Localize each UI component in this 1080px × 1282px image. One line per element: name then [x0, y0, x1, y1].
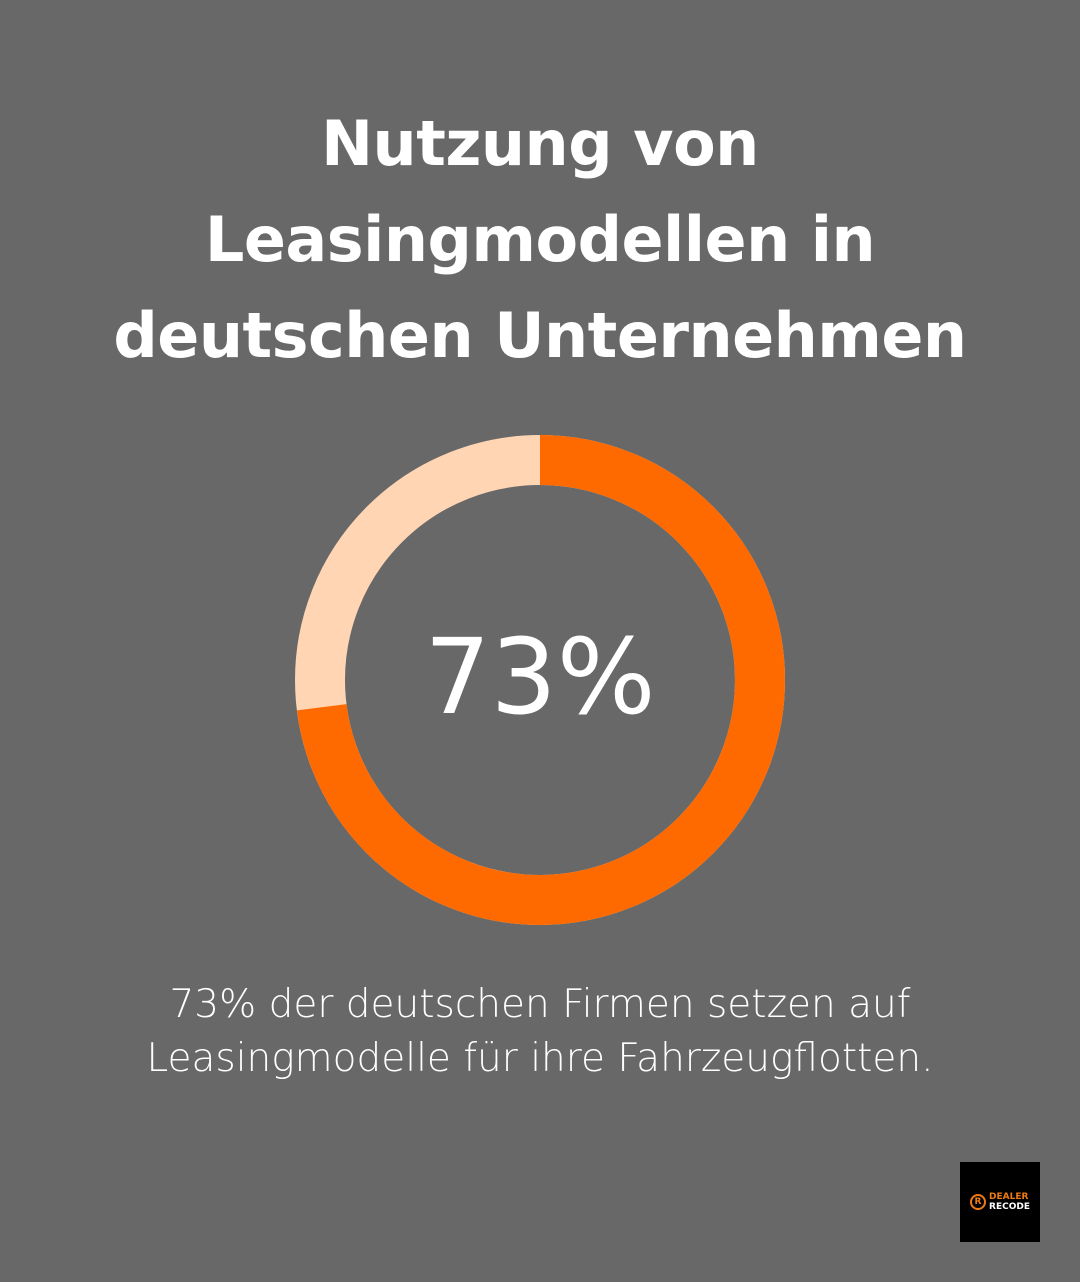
donut-center-value: 73%: [424, 616, 656, 738]
logo-line-2: RECODE: [989, 1202, 1030, 1212]
title-line-2: Leasingmodellen in: [204, 203, 876, 276]
donut-segment-primary: [295, 435, 785, 925]
page-title: Nutzung von Leasingmodellen in deutschen…: [0, 96, 1080, 384]
description-line-1: 73% der deutschen Firmen setzen auf: [169, 982, 911, 1027]
dealer-recode-logo: R DEALER RECODE: [960, 1162, 1040, 1242]
title-line-1: Nutzung von: [321, 107, 759, 180]
title-line-3: deutschen Unternehmen: [113, 299, 967, 372]
description-line-2: Leasingmodelle für ihre Fahrzeugflotten.: [146, 1036, 934, 1081]
donut-chart: [295, 435, 785, 925]
description: 73% der deutschen Firmen setzen auf Leas…: [0, 978, 1080, 1086]
logo-r-icon: R: [970, 1194, 987, 1210]
logo-line-1: DEALER: [989, 1192, 1029, 1202]
